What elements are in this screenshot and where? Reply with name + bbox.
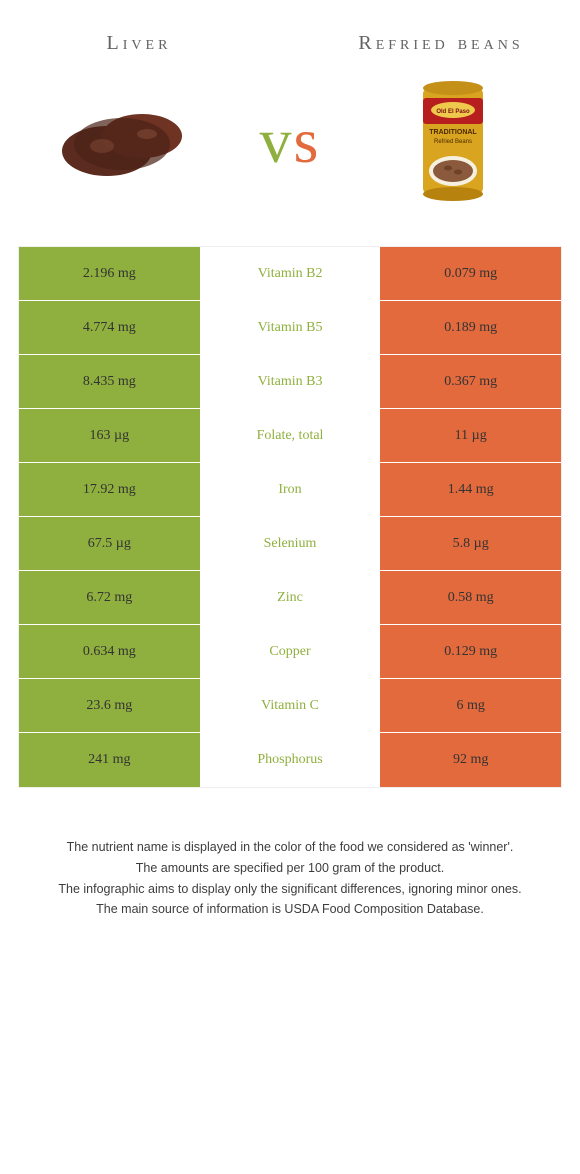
right-value: 0.079 mg xyxy=(380,247,561,300)
footnotes: The nutrient name is displayed in the co… xyxy=(18,838,562,919)
food-left-image xyxy=(42,81,212,201)
right-value: 1.44 mg xyxy=(380,463,561,516)
left-value: 4.774 mg xyxy=(19,301,200,354)
comparison-infographic: Liver Refried beans vs Old El Paso TRA xyxy=(0,0,580,961)
food-left-title: Liver xyxy=(18,30,260,56)
right-value: 11 µg xyxy=(380,409,561,462)
nutrient-name: Folate, total xyxy=(200,409,381,462)
table-row: 67.5 µgSelenium5.8 µg xyxy=(19,517,561,571)
nutrient-name: Vitamin B2 xyxy=(200,247,381,300)
nutrient-name: Vitamin B5 xyxy=(200,301,381,354)
table-row: 241 mgPhosphorus92 mg xyxy=(19,733,561,787)
footnote-line: The amounts are specified per 100 gram o… xyxy=(18,859,562,878)
right-value: 0.189 mg xyxy=(380,301,561,354)
left-value: 2.196 mg xyxy=(19,247,200,300)
food-right-image: Old El Paso TRADITIONAL Refried Beans xyxy=(368,81,538,201)
left-value: 67.5 µg xyxy=(19,517,200,570)
table-row: 2.196 mgVitamin B20.079 mg xyxy=(19,247,561,301)
nutrient-name: Phosphorus xyxy=(200,733,381,787)
left-value: 0.634 mg xyxy=(19,625,200,678)
left-value: 6.72 mg xyxy=(19,571,200,624)
vs-row: vs Old El Paso TRADITIONAL Refried Beans xyxy=(18,76,562,206)
left-value: 17.92 mg xyxy=(19,463,200,516)
table-row: 4.774 mgVitamin B50.189 mg xyxy=(19,301,561,355)
nutrient-name: Selenium xyxy=(200,517,381,570)
table-row: 6.72 mgZinc0.58 mg xyxy=(19,571,561,625)
vs-label: vs xyxy=(260,104,321,178)
left-value: 23.6 mg xyxy=(19,679,200,732)
right-value: 0.367 mg xyxy=(380,355,561,408)
left-value: 163 µg xyxy=(19,409,200,462)
table-row: 17.92 mgIron1.44 mg xyxy=(19,463,561,517)
refried-beans-can-icon: Old El Paso TRADITIONAL Refried Beans xyxy=(398,76,508,206)
nutrient-name: Iron xyxy=(200,463,381,516)
nutrient-table: 2.196 mgVitamin B20.079 mg4.774 mgVitami… xyxy=(18,246,562,788)
right-value: 6 mg xyxy=(380,679,561,732)
food-right-title: Refried beans xyxy=(320,30,562,56)
svg-text:Old El Paso: Old El Paso xyxy=(436,109,470,115)
nutrient-name: Zinc xyxy=(200,571,381,624)
right-value: 0.129 mg xyxy=(380,625,561,678)
nutrient-name: Vitamin B3 xyxy=(200,355,381,408)
nutrient-name: Vitamin C xyxy=(200,679,381,732)
footnote-line: The nutrient name is displayed in the co… xyxy=(18,838,562,857)
svg-text:TRADITIONAL: TRADITIONAL xyxy=(429,129,477,136)
header-row: Liver Refried beans xyxy=(18,30,562,56)
right-value: 92 mg xyxy=(380,733,561,787)
svg-text:Refried Beans: Refried Beans xyxy=(434,139,472,145)
liver-icon xyxy=(47,86,207,196)
nutrient-name: Copper xyxy=(200,625,381,678)
right-value: 5.8 µg xyxy=(380,517,561,570)
table-row: 8.435 mgVitamin B30.367 mg xyxy=(19,355,561,409)
left-value: 241 mg xyxy=(19,733,200,787)
table-row: 23.6 mgVitamin C6 mg xyxy=(19,679,561,733)
right-value: 0.58 mg xyxy=(380,571,561,624)
table-row: 163 µgFolate, total11 µg xyxy=(19,409,561,463)
left-value: 8.435 mg xyxy=(19,355,200,408)
table-row: 0.634 mgCopper0.129 mg xyxy=(19,625,561,679)
footnote-line: The main source of information is USDA F… xyxy=(18,900,562,919)
footnote-line: The infographic aims to display only the… xyxy=(18,880,562,899)
